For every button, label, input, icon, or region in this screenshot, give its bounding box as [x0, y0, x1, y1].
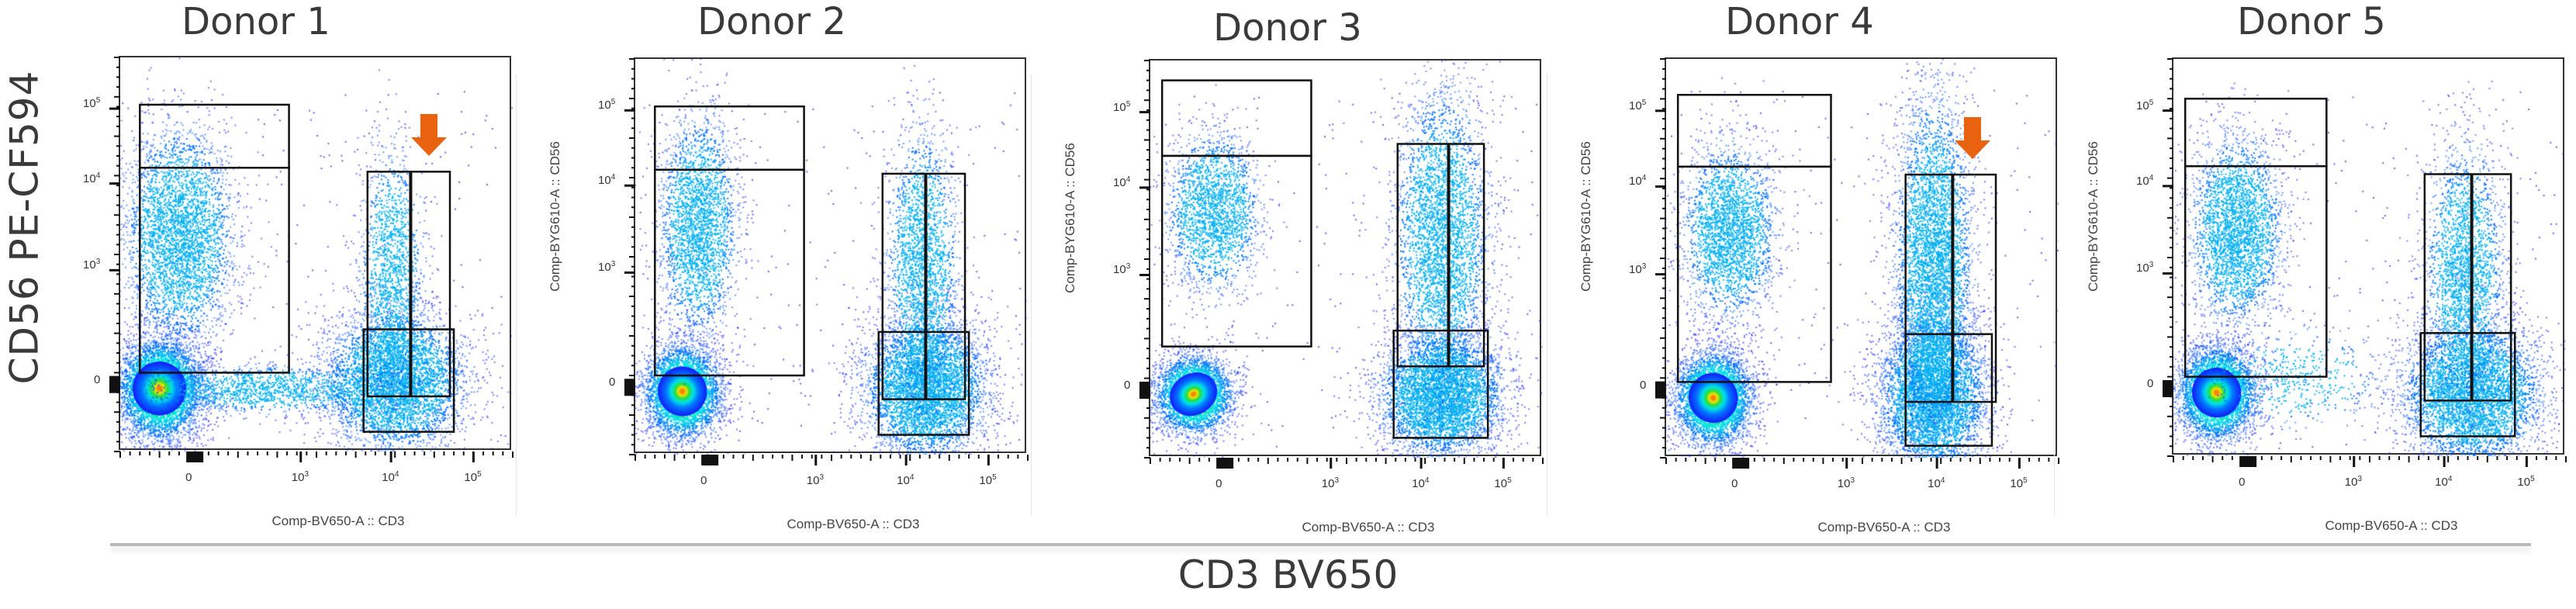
arrow-down-icon [1953, 117, 1992, 161]
gate-cd56bright-nk[interactable] [655, 106, 804, 170]
x-tick-label: 0 [1215, 476, 1222, 490]
gate-cd56dim-nk[interactable] [140, 168, 289, 372]
panel-y-axis-label: Comp-BYG610-A :: CD56 [1578, 88, 1595, 344]
gate-cd56bright-nk[interactable] [140, 105, 289, 168]
scatter-plot-area[interactable] [119, 56, 511, 450]
x-tick-label: 105 [2010, 476, 2027, 490]
y-tick-label: 103 [2136, 261, 2153, 275]
x-tick-label: 103 [2345, 475, 2362, 489]
scatter-plot-area[interactable] [1665, 57, 2057, 456]
y-tick-label: 104 [83, 171, 100, 185]
gate-cd56bright-nk[interactable] [1678, 95, 1831, 167]
gate-cd56dim-nk[interactable] [1678, 167, 1831, 382]
scatter-plot-area[interactable] [1149, 59, 1541, 456]
gate-nkt-like-cd3-cd56-[interactable] [883, 174, 965, 400]
gates-overlay [1666, 59, 2059, 458]
gate-t-cells-cd3-cd56-[interactable] [364, 330, 454, 432]
panel-y-axis-label-text: Comp-BYG610-A :: CD56 [1063, 143, 1078, 293]
panel-divider [516, 74, 517, 516]
panel-y-axis-label: Comp-BYG610-A :: CD56 [1062, 90, 1079, 346]
gates-overlay [2173, 59, 2566, 456]
x-tick-label: 0 [185, 470, 192, 484]
scatter-plot-area[interactable] [2172, 57, 2564, 455]
x-tick-label: 0 [1731, 476, 1738, 490]
x-tick-label: 103 [292, 470, 309, 484]
figure-y-axis-title: CD56 PE-CF594 [5, 54, 43, 400]
gates-overlay [635, 59, 1028, 455]
y-tick-label: 103 [1113, 262, 1130, 276]
x-tick-label: 104 [897, 473, 914, 487]
y-tick-label: 104 [598, 173, 615, 187]
gate-nkt-like-cd3-cd56-[interactable] [2425, 174, 2511, 400]
x-tick-label: 104 [2435, 475, 2452, 489]
panel-x-axis-label: Comp-BV650-A :: CD3 [2211, 518, 2572, 534]
gate-t-cells-cd3-cd56-[interactable] [1394, 330, 1488, 438]
x-tick-label: 0 [700, 473, 707, 487]
scatter-plot-area[interactable] [634, 57, 1026, 453]
panel-x-axis-label: Comp-BV650-A :: CD3 [673, 517, 1034, 532]
x-tick-label: 105 [2517, 475, 2534, 489]
y-tick-label: 105 [1113, 100, 1130, 114]
y-tick-label: 105 [1629, 99, 1646, 112]
gate-cd56dim-nk[interactable] [655, 170, 804, 375]
figure-x-axis-title: CD3 BV650 [0, 552, 2576, 597]
panel-x-axis-label: Comp-BV650-A :: CD3 [1188, 520, 1549, 535]
gates-overlay [120, 57, 513, 452]
gate-nkt-like-cd3-cd56-[interactable] [1398, 144, 1484, 367]
y-tick-label: 103 [598, 260, 615, 274]
x-tick-label: 104 [1928, 476, 1945, 490]
x-tick-label: 0 [2239, 475, 2245, 489]
panel-x-axis-label: Comp-BV650-A :: CD3 [1703, 520, 2065, 535]
panel-y-axis-label-text: Comp-BYG610-A :: CD56 [548, 141, 563, 292]
y-tick-label: 103 [83, 258, 100, 272]
panel-y-axis-label: Comp-BYG610-A :: CD56 [547, 88, 564, 344]
gate-cd56bright-nk[interactable] [1162, 81, 1311, 156]
x-tick-label: 103 [1838, 476, 1855, 490]
gate-t-cells-cd3-cd56-[interactable] [2421, 333, 2515, 436]
y-tick-label: 0 [1124, 378, 1130, 392]
gate-nkt-like-cd3-cd56-[interactable] [1906, 175, 1996, 402]
gates-overlay [1150, 61, 1543, 458]
x-tick-label: 103 [1322, 476, 1339, 490]
y-tick-label: 104 [1113, 175, 1130, 189]
panel-title: Donor 1 [140, 0, 372, 47]
panel-title: Donor 4 [1683, 0, 1916, 47]
x-tick-label: 104 [382, 470, 399, 484]
gate-cd56dim-nk[interactable] [1162, 156, 1311, 347]
panel-title: Donor 5 [2195, 0, 2428, 47]
x-tick-label: 104 [1412, 476, 1429, 490]
gate-nkt-like-cd3-cd56-[interactable] [368, 171, 450, 396]
y-tick-label: 104 [2136, 174, 2153, 188]
panel-divider [2054, 74, 2055, 516]
y-tick-label: 103 [1629, 262, 1646, 276]
y-tick-label: 105 [83, 96, 100, 110]
x-tick-label: 103 [807, 473, 824, 487]
gate-t-cells-cd3-cd56-[interactable] [1906, 334, 1992, 446]
x-tick-label: 105 [979, 473, 996, 487]
y-tick-label: 0 [94, 372, 100, 386]
panel-x-axis-label: Comp-BV650-A :: CD3 [157, 514, 519, 529]
x-tick-label: 105 [464, 470, 481, 484]
panel-title: Donor 2 [655, 0, 888, 47]
panel-y-axis-label-text: Comp-BYG610-A :: CD56 [1578, 141, 1594, 292]
gate-cd56bright-nk[interactable] [2185, 99, 2326, 166]
x-tick-label: 105 [1494, 476, 1511, 490]
arrow-down-icon [410, 114, 448, 157]
panel-divider [1031, 74, 1032, 516]
gate-t-cells-cd3-cd56-[interactable] [879, 332, 969, 435]
y-tick-label: 0 [609, 375, 615, 389]
panel-y-axis-label: Comp-BYG610-A :: CD56 [2085, 88, 2102, 344]
x-axis-separator-line [110, 543, 2531, 546]
y-tick-label: 105 [2136, 99, 2153, 112]
gate-cd56dim-nk[interactable] [2185, 166, 2326, 376]
y-tick-label: 0 [1640, 378, 1646, 392]
panel-y-axis-label-text: Comp-BYG610-A :: CD56 [2086, 141, 2101, 292]
panel-title: Donor 3 [1171, 6, 1404, 53]
y-tick-label: 104 [1629, 174, 1646, 188]
y-tick-label: 0 [2147, 376, 2153, 390]
figure-y-axis-title-text: CD56 PE-CF594 [2, 70, 47, 384]
y-tick-label: 105 [598, 98, 615, 112]
